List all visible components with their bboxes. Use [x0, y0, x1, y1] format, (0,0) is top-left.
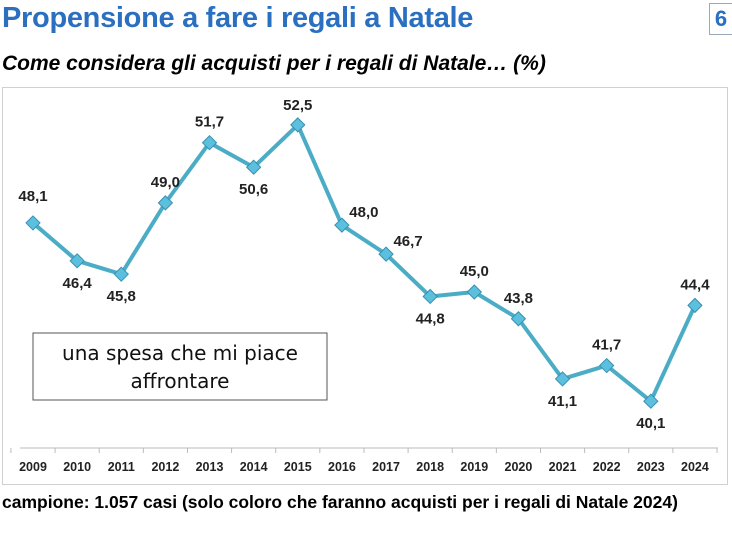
data-label: 46,4	[63, 275, 93, 292]
data-label: 50,6	[239, 181, 268, 198]
data-point	[245, 159, 262, 175]
data-label: 40,1	[636, 415, 665, 432]
data-label: 43,8	[504, 290, 533, 307]
x-tick-label: 2011	[108, 460, 135, 474]
data-label: 52,5	[283, 97, 312, 114]
x-tick-label: 2014	[240, 460, 268, 474]
x-tick-label: 2010	[63, 460, 91, 474]
data-label: 44,8	[416, 310, 445, 327]
x-tick-label: 2018	[416, 460, 444, 474]
data-label: 46,7	[393, 233, 422, 250]
line-chart: 2009 2010 2011 2012 2013 2014 2015 2016 2017 2018…	[10, 97, 718, 474]
x-tick-label: 2015	[284, 460, 312, 474]
data-label: 51,7	[195, 114, 224, 131]
x-tick-label: 2020	[505, 460, 533, 474]
x-tick-label: 2013	[196, 460, 224, 474]
x-tick-label: 2009	[19, 460, 47, 474]
data-label: 48,1	[18, 188, 47, 205]
data-point	[69, 253, 85, 269]
data-label: 44,4	[680, 276, 710, 293]
chart-frame	[2, 87, 728, 485]
data-point	[378, 246, 394, 262]
data-point	[466, 284, 483, 300]
x-tick-label: 2017	[372, 460, 400, 474]
page-number: 6	[709, 3, 732, 35]
series-line	[31, 122, 697, 404]
data-point	[687, 297, 703, 314]
data-point	[334, 217, 350, 233]
x-tick-label: 2022	[593, 460, 621, 474]
data-point	[113, 266, 129, 282]
data-point	[510, 311, 527, 327]
data-label: 49,0	[151, 174, 180, 191]
data-point	[422, 288, 438, 305]
chart-subtitle: Come considera gli acquisti per i regali…	[2, 52, 546, 75]
x-tick-label: 2019	[460, 460, 488, 474]
data-point	[643, 393, 659, 409]
x-tick-label: 2023	[637, 460, 665, 474]
legend-box	[32, 332, 328, 401]
data-point	[290, 117, 306, 133]
data-label: 48,0	[349, 204, 378, 221]
data-label: 45,0	[460, 263, 489, 280]
x-tick-label: 2012	[151, 460, 179, 474]
legend-label: affrontare	[131, 369, 230, 393]
legend-label: una spesa che mi piace	[62, 341, 298, 365]
data-label: 41,7	[592, 337, 621, 354]
x-tick-label: 2016	[328, 460, 356, 474]
x-tick-label: 2024	[681, 460, 709, 474]
data-point	[201, 135, 218, 151]
page-title: Propensione a fare i regali a Natale	[2, 2, 474, 34]
data-point	[25, 215, 41, 231]
data-label: 41,1	[548, 393, 577, 410]
data-label: 45,8	[107, 288, 136, 305]
data-point	[554, 371, 571, 387]
data-point	[598, 357, 615, 374]
sample-note: campione: 1.057 casi (solo coloro che fa…	[2, 492, 678, 512]
data-point	[157, 195, 174, 211]
x-tick-label: 2021	[549, 460, 577, 474]
